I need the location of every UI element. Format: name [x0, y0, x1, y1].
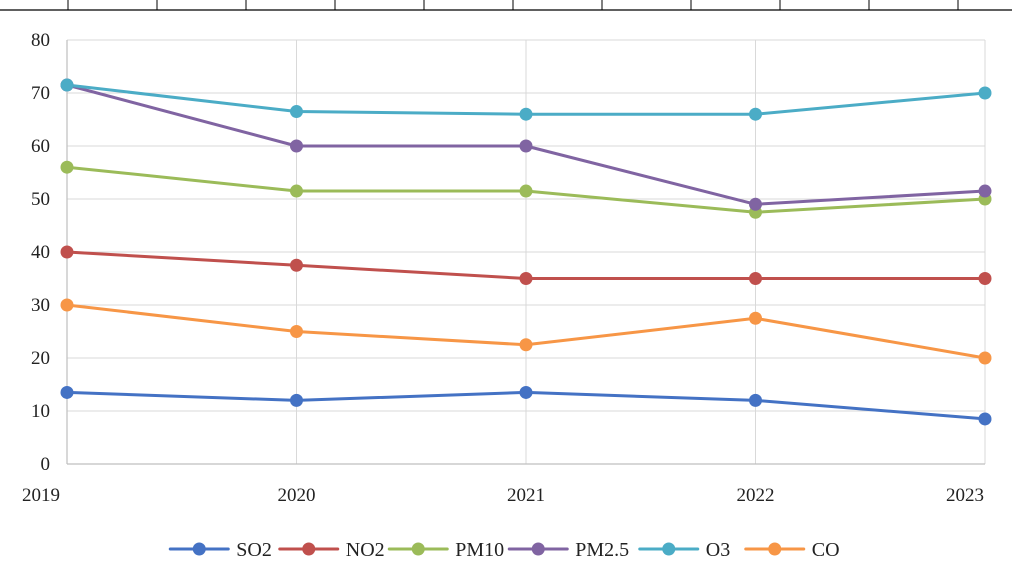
- y-tick-label-0: 0: [41, 454, 51, 475]
- y-tick-label-70: 70: [31, 83, 50, 104]
- legend-label-no2: NO2: [346, 539, 385, 561]
- data-point-o3-2020: [290, 105, 303, 119]
- y-tick-label-80: 80: [31, 30, 50, 51]
- data-point-co-2021: [519, 338, 533, 352]
- data-point-pm2-5-2021: [519, 139, 533, 153]
- legend-marker-pm2-5: [531, 542, 545, 556]
- data-point-no2-2023: [978, 272, 992, 285]
- legend-marker-no2: [302, 542, 316, 556]
- data-point-o3-2023: [978, 86, 992, 100]
- data-point-co-2022: [749, 311, 762, 325]
- legend-marker-pm10: [411, 542, 425, 556]
- x-tick-label-2020: 2020: [278, 485, 316, 506]
- data-point-co-2019: [60, 298, 74, 312]
- top-table-strip: [0, 0, 1012, 11]
- x-tick-label-2022: 2022: [737, 485, 775, 506]
- x-tick-labels: 2019 2020 2021 2022 2023: [22, 485, 984, 506]
- data-point-pm10-2021: [519, 184, 533, 198]
- grid-lines: [67, 39, 986, 464]
- series-points: [60, 78, 992, 426]
- y-tick-label-30: 30: [31, 295, 50, 316]
- table-strip-dividers: [67, 0, 959, 10]
- x-tick-label-2023: 2023: [946, 485, 984, 506]
- y-tick-labels: 0 10 20 30 40 50 60 70 80: [31, 30, 50, 475]
- data-point-so2-2021: [519, 385, 533, 399]
- data-point-no2-2019: [60, 245, 74, 259]
- data-point-pm10-2019: [60, 160, 74, 174]
- data-point-co-2020: [290, 325, 303, 338]
- data-point-no2-2022: [749, 272, 762, 285]
- legend-label-co: CO: [812, 539, 840, 561]
- data-point-co-2023: [978, 351, 992, 365]
- data-point-so2-2019: [60, 385, 74, 399]
- legend-label-o3: O3: [706, 539, 730, 561]
- table-strip-background: [0, 0, 1012, 10]
- data-point-so2-2022: [749, 393, 762, 407]
- y-tick-label-60: 60: [31, 136, 50, 157]
- legend-marker-co: [768, 542, 782, 556]
- legend-marker-o3: [662, 542, 676, 556]
- legend-marker-so2: [192, 542, 206, 556]
- x-tick-label-2019: 2019: [22, 485, 60, 506]
- legend: SO2 NO2 PM10 PM2.5 O3 CO: [168, 539, 840, 561]
- data-point-o3-2021: [519, 107, 533, 121]
- data-point-o3-2022: [749, 107, 762, 121]
- y-tick-label-50: 50: [31, 189, 50, 210]
- data-point-no2-2020: [290, 258, 303, 272]
- y-tick-label-10: 10: [31, 401, 50, 422]
- data-point-no2-2021: [519, 272, 533, 285]
- data-point-so2-2020: [290, 393, 303, 407]
- plot-area: 0 10 20 30 40 50 60 70 80 2019 2020 2021 2022 2023: [22, 30, 992, 506]
- legend-label-pm2-5: PM2.5: [575, 539, 629, 561]
- data-point-pm2-5-2020: [290, 139, 303, 153]
- y-tick-label-40: 40: [31, 242, 50, 263]
- data-point-pm2-5-2022: [749, 197, 762, 211]
- y-tick-label-20: 20: [31, 348, 50, 369]
- x-tick-label-2021: 2021: [507, 485, 545, 506]
- data-point-so2-2023: [978, 412, 992, 426]
- data-point-pm10-2020: [290, 184, 303, 198]
- data-point-o3-2019: [60, 78, 74, 92]
- legend-label-so2: SO2: [236, 539, 272, 561]
- data-point-pm2-5-2023: [978, 184, 992, 198]
- legend-label-pm10: PM10: [455, 539, 504, 561]
